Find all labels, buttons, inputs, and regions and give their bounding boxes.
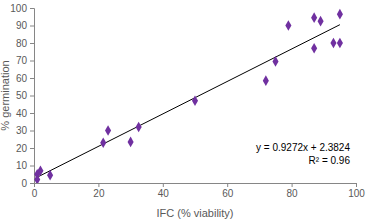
x-tick-label: 100 (348, 188, 365, 199)
point (311, 12, 317, 23)
x-tick: 60 (222, 183, 234, 199)
y-tick-label: 90 (16, 20, 28, 31)
y-tick-label: 80 (16, 38, 28, 49)
y-tick-mark (30, 26, 34, 27)
y-tick: 10 (16, 160, 34, 171)
point (330, 38, 336, 49)
x-tick: 100 (348, 183, 365, 199)
y-tick: 70 (16, 55, 34, 66)
y-tick-mark (30, 61, 34, 62)
point (128, 137, 134, 148)
y-axis-line (30, 9, 35, 184)
point (263, 75, 269, 86)
chart: 0 20 40 60 80 100 0 10 20 30 40 50 60 70 80 90 100 y = 0.… (0, 0, 372, 223)
x-tick-label: 0 (32, 188, 38, 199)
y-tick-mark (30, 96, 34, 97)
y-tick-label: 70 (16, 55, 28, 66)
y-tick: 50 (16, 90, 34, 101)
x-tick: 40 (158, 183, 170, 199)
x-tick-mark (98, 183, 99, 187)
point (285, 20, 291, 31)
y-tick-label: 50 (16, 90, 28, 101)
y-axis-title: % germination (0, 60, 11, 130)
point (37, 165, 43, 176)
x-tick-mark (163, 183, 164, 187)
x-tick: 20 (93, 183, 105, 199)
y-tick-mark (30, 131, 34, 132)
y-tick-label: 40 (16, 108, 28, 119)
y-tick-label: 10 (16, 160, 28, 171)
point (318, 16, 324, 27)
y-tick: 0 (21, 178, 34, 189)
y-tick-mark (30, 113, 34, 114)
x-axis: 0 20 40 60 80 100 (32, 183, 366, 199)
y-tick-mark (30, 148, 34, 149)
y-tick: 80 (16, 38, 34, 49)
x-tick-label: 40 (158, 188, 170, 199)
x-axis-title: IFC (% viability) (156, 207, 233, 219)
x-tick-label: 80 (287, 188, 299, 199)
y-tick-label: 100 (10, 3, 27, 14)
point (100, 137, 106, 148)
trendline (37, 25, 340, 178)
point (47, 170, 53, 181)
point (105, 125, 111, 136)
x-tick-label: 60 (222, 188, 234, 199)
y-tick-label: 20 (16, 143, 28, 154)
point (337, 9, 343, 20)
y-tick-label: 60 (16, 73, 28, 84)
y-tick-mark (30, 183, 34, 184)
x-tick-mark (292, 183, 293, 187)
y-tick-mark (30, 8, 34, 9)
y-tick-label: 0 (21, 178, 27, 189)
x-tick: 80 (287, 183, 299, 199)
x-tick: 0 (32, 183, 38, 199)
annotation: y = 0.9272x + 2.3824 (256, 142, 350, 153)
x-tick-mark (227, 183, 228, 187)
y-tick-mark (30, 166, 34, 167)
y-axis: 0 10 20 30 40 50 60 70 80 90 100 (10, 3, 34, 189)
point (34, 174, 40, 183)
plot: 0 20 40 60 80 100 0 10 20 30 40 50 60 70 80 90 100 y = 0.… (10, 3, 365, 199)
y-tick: 90 (16, 20, 34, 31)
y-tick-label: 30 (16, 125, 28, 136)
y-tick: 100 (10, 3, 34, 14)
point (337, 38, 343, 49)
x-axis-line (35, 184, 357, 188)
point (136, 122, 142, 133)
y-tick: 40 (16, 108, 34, 119)
y-tick: 30 (16, 125, 34, 136)
x-tick-label: 20 (93, 188, 105, 199)
annotation: R² = 0.96 (309, 155, 351, 166)
y-tick-mark (30, 78, 34, 79)
point (192, 95, 198, 106)
x-tick-mark (356, 183, 357, 187)
point (272, 56, 278, 67)
marks (34, 9, 343, 183)
y-tick: 60 (16, 73, 34, 84)
point (311, 43, 317, 54)
y-tick-mark (30, 43, 34, 44)
y-tick: 20 (16, 143, 34, 154)
